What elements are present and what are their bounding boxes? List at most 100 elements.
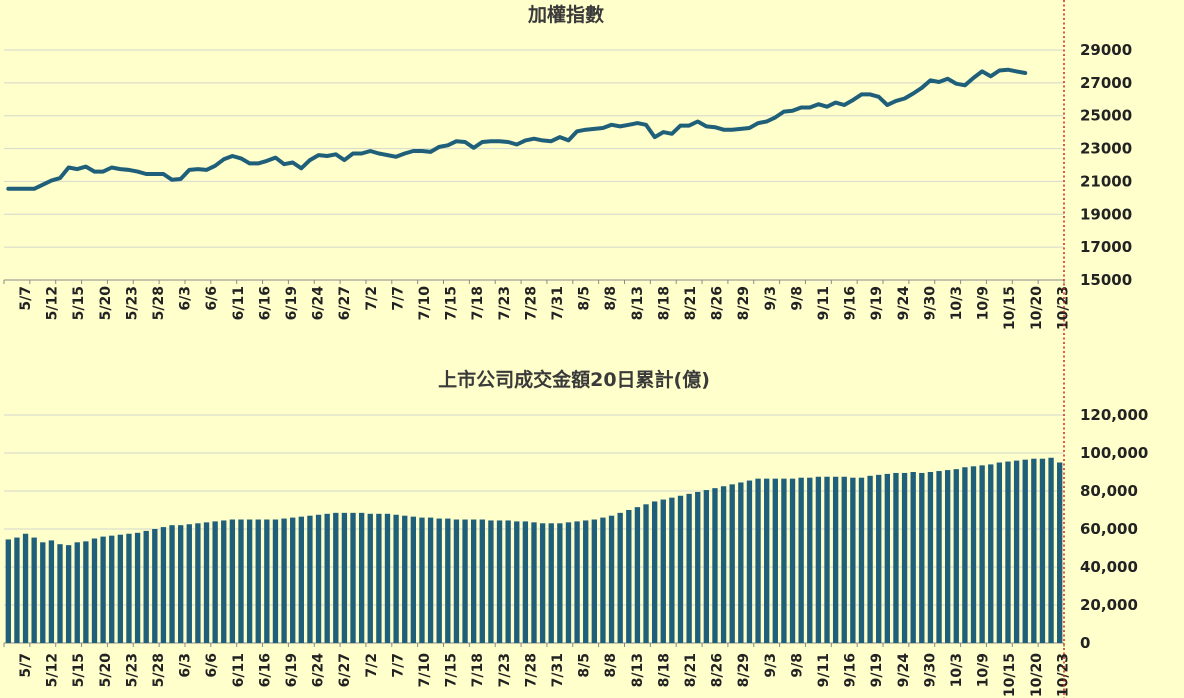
- index-x-tick-label: 6/6: [204, 286, 220, 311]
- turnover-bar: [591, 519, 597, 643]
- turnover-bar: [867, 475, 873, 643]
- index-chart-title: 加權指數: [527, 3, 604, 26]
- turnover-x-tick-label: 8/5: [577, 653, 593, 678]
- turnover-bar: [772, 478, 778, 643]
- turnover-bar: [333, 512, 339, 643]
- index-x-tick-label: 8/29: [736, 286, 752, 320]
- turnover-bar: [152, 529, 158, 643]
- turnover-x-tick-label: 5/28: [151, 653, 167, 687]
- index-x-tick-label: 6/27: [337, 286, 353, 320]
- turnover-bar: [651, 501, 658, 643]
- turnover-bar: [522, 521, 529, 643]
- turnover-bar: [858, 477, 865, 643]
- index-x-tick-label: 10/3: [949, 286, 965, 320]
- turnover-x-tick-label: 5/15: [71, 653, 87, 687]
- turnover-bar: [462, 519, 468, 643]
- index-x-tick-label: 8/8: [603, 286, 619, 311]
- turnover-bar: [324, 513, 330, 643]
- turnover-bar: [729, 484, 735, 643]
- turnover-bar: [479, 519, 485, 643]
- turnover-bar: [764, 478, 770, 643]
- turnover-bar: [350, 512, 356, 643]
- turnover-x-tick-label: 7/23: [497, 653, 513, 687]
- turnover-y-tick-label: 60,000: [1080, 520, 1138, 538]
- turnover-bar: [341, 512, 348, 643]
- turnover-bar: [677, 495, 684, 643]
- turnover-x-tick-label: 6/19: [284, 653, 300, 687]
- index-x-tick-label: 5/23: [124, 286, 140, 320]
- index-x-tick-label: 9/19: [869, 286, 885, 320]
- turnover-x-tick-label: 9/16: [843, 653, 859, 687]
- turnover-bar: [488, 520, 494, 643]
- turnover-bar: [65, 545, 72, 643]
- index-x-tick-label: 10/9: [976, 286, 992, 320]
- turnover-x-tick-label: 5/20: [98, 653, 114, 688]
- turnover-bar: [927, 472, 934, 643]
- turnover-bar: [410, 516, 417, 643]
- index-line-chart: 加權指數 15000 17000 19000 21000 23000 25000 27000…: [3, 3, 1132, 330]
- index-chart-series: [6, 67, 1028, 191]
- index-x-tick-label: 7/10: [417, 286, 433, 321]
- index-y-tick-label: 23000: [1080, 140, 1132, 158]
- turnover-bar: [453, 519, 460, 643]
- turnover-y-tick-label: 120,000: [1080, 406, 1148, 424]
- turnover-bar: [531, 522, 537, 643]
- turnover-bar: [1031, 458, 1037, 643]
- turnover-bar: [264, 519, 270, 643]
- turnover-bar: [74, 542, 80, 643]
- turnover-bar: [807, 477, 813, 643]
- index-x-tick-label: 6/16: [257, 286, 273, 320]
- turnover-x-tick-label: 8/8: [603, 653, 619, 678]
- turnover-x-tick-label: 8/26: [710, 653, 726, 687]
- turnover-bar: [893, 472, 899, 643]
- turnover-x-tick-label: 6/27: [337, 653, 353, 687]
- turnover-x-tick-label: 10/20: [1029, 653, 1045, 697]
- turnover-bar: [565, 522, 572, 643]
- turnover-x-tick-label: 10/9: [976, 653, 992, 687]
- index-x-tick-label: 9/16: [843, 286, 859, 320]
- index-x-tick-label: 7/2: [364, 286, 380, 311]
- turnover-y-tick-label: 80,000: [1080, 482, 1138, 500]
- index-x-tick-label: 5/7: [18, 286, 34, 311]
- turnover-bar: [40, 542, 46, 643]
- index-x-tick-label: 8/13: [630, 286, 646, 320]
- index-y-tick-label: 15000: [1080, 271, 1132, 289]
- index-x-tick-label: 5/28: [151, 286, 167, 320]
- index-y-tick-label: 29000: [1080, 41, 1132, 59]
- turnover-bar: [962, 467, 968, 643]
- turnover-bar: [514, 521, 520, 643]
- turnover-chart-y-axis: 0 20,000 40,000 60,000 80,000 100,000 120,000: [1080, 406, 1148, 652]
- index-x-tick-label: 5/15: [71, 286, 87, 320]
- index-chart-x-axis: 5/7 5/12 5/15 5/20 5/23 5/28 6/3 6/6 6/11 6/16 6/1…: [3, 279, 1071, 330]
- turnover-bar: [126, 533, 132, 643]
- index-x-tick-label: 10/15: [1002, 286, 1018, 330]
- turnover-bar: [496, 520, 503, 643]
- index-x-tick-label: 9/3: [763, 286, 779, 311]
- turnover-bar: [1048, 457, 1054, 643]
- turnover-x-tick-label: 6/3: [178, 653, 194, 678]
- turnover-bar: [557, 523, 563, 643]
- index-x-tick-label: 10/23: [1055, 286, 1071, 330]
- turnover-bar: [281, 518, 287, 643]
- turnover-bar: [109, 535, 115, 643]
- turnover-bar: [376, 513, 382, 643]
- turnover-bar: [643, 504, 649, 643]
- turnover-bar: [471, 519, 477, 643]
- turnover-y-tick-label: 0: [1080, 634, 1090, 652]
- turnover-bar: [944, 470, 951, 643]
- turnover-y-tick-label: 40,000: [1080, 558, 1138, 576]
- turnover-y-tick-label: 100,000: [1080, 444, 1148, 462]
- turnover-x-tick-label: 9/24: [896, 653, 912, 688]
- index-x-tick-label: 7/15: [444, 286, 460, 320]
- turnover-bar: [996, 462, 1003, 643]
- turnover-bar: [307, 515, 313, 643]
- turnover-bar: [1005, 461, 1011, 643]
- turnover-x-tick-label: 6/11: [231, 653, 247, 687]
- turnover-bar: [755, 478, 761, 643]
- turnover-x-tick-label: 5/12: [45, 653, 61, 687]
- turnover-bar: [169, 525, 175, 643]
- turnover-bar: [57, 544, 63, 643]
- turnover-bar: [229, 519, 236, 643]
- turnover-x-tick-label: 9/30: [922, 653, 938, 688]
